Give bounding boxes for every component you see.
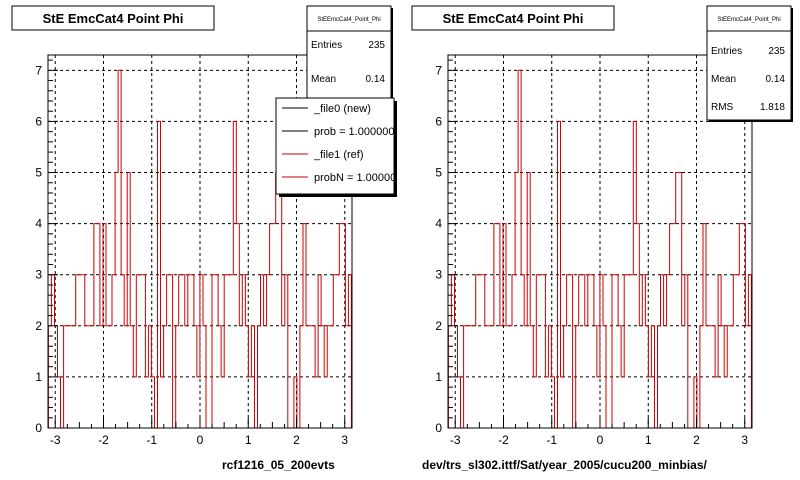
stats-name: StEEmcCat4_Point_Phi: [317, 17, 380, 23]
stats-entries-label: Entries: [711, 46, 742, 57]
stats-mean-label: Mean: [711, 74, 736, 85]
stats-entries-value: 235: [768, 46, 785, 57]
x-tick-label: -3: [50, 433, 61, 447]
x-tick-label: 2: [693, 433, 700, 447]
x-tick-label: -1: [146, 433, 157, 447]
stats-box: [706, 5, 792, 121]
legend-entry-3: probN = 1.000000: [314, 172, 402, 184]
x-tick-label: 0: [197, 433, 204, 447]
stats-entries-value: 235: [368, 40, 385, 51]
x-tick-label: 3: [741, 433, 748, 447]
legend-entry-1: prob = 1.000000: [314, 126, 394, 138]
footer-right-text: dev/trs_sl302.ittf/Sat/year_2005/cucu200…: [422, 458, 707, 472]
stats-rms-label: RMS: [711, 102, 734, 113]
title-box: [411, 5, 615, 31]
x-tick-label: 1: [245, 433, 252, 447]
stats-mean-label: Mean: [311, 74, 336, 85]
legend-entry-0: _file0 (new): [313, 103, 371, 115]
chart-title: StE EmcCat4 Point Phi: [443, 11, 584, 26]
histogram-ref-line: [447, 69, 752, 429]
stats-rms-value: 1.818: [760, 102, 785, 113]
chart-panel-0: -3 -2 -1 0 1 2 3 0 1 2 3 4 5 6 7 StE EmcCat4 Point Phi S…: [11, 5, 402, 447]
y-tick-label: 7: [35, 63, 42, 77]
title-box: [11, 5, 215, 31]
y-tick-label: 0: [35, 421, 42, 435]
y-tick-label: 1: [35, 370, 42, 384]
legend-entry-2: _file1 (ref): [313, 149, 364, 161]
x-tick-label: -2: [498, 433, 509, 447]
y-tick-label: 3: [435, 268, 442, 282]
x-tick-label: 0: [597, 433, 604, 447]
stats-name: StEEmcCat4_Point_Phi: [717, 17, 780, 23]
stats-mean-value: 0.14: [366, 74, 386, 85]
x-tick-label: 2: [293, 433, 300, 447]
x-tick-label: -2: [98, 433, 109, 447]
y-tick-label: 3: [35, 268, 42, 282]
y-tick-label: 6: [35, 114, 42, 128]
y-tick-label: 4: [435, 217, 442, 231]
legend-entries: _file0 (new) prob = 1.000000 _file1 (ref) p…: [282, 103, 402, 184]
x-tick-label: 1: [645, 433, 652, 447]
y-tick-label: 2: [35, 319, 42, 333]
x-tick-label: 3: [341, 433, 348, 447]
y-tick-label: 5: [35, 166, 42, 180]
stats-entries-label: Entries: [311, 40, 342, 51]
histogram-ref-line: [47, 69, 352, 429]
chart-panel-1: -3 -2 -1 0 1 2 3 0 1 2 3 4 5 6 7 StE EmcCat4 Point Phi S…: [411, 5, 793, 447]
footer-left-text: rcf1216_05_200evts: [222, 458, 335, 472]
y-tick-label: 6: [435, 114, 442, 128]
y-tick-label: 1: [435, 370, 442, 384]
legend-box: [275, 97, 395, 195]
x-tick-label: -3: [450, 433, 461, 447]
y-tick-label: 4: [35, 217, 42, 231]
chart-title: StE EmcCat4 Point Phi: [43, 11, 184, 26]
y-tick-label: 2: [435, 319, 442, 333]
y-tick-label: 0: [435, 421, 442, 435]
y-tick-label: 7: [435, 63, 442, 77]
stats-mean-value: 0.14: [766, 74, 786, 85]
y-tick-label: 5: [435, 166, 442, 180]
x-tick-label: -1: [546, 433, 557, 447]
